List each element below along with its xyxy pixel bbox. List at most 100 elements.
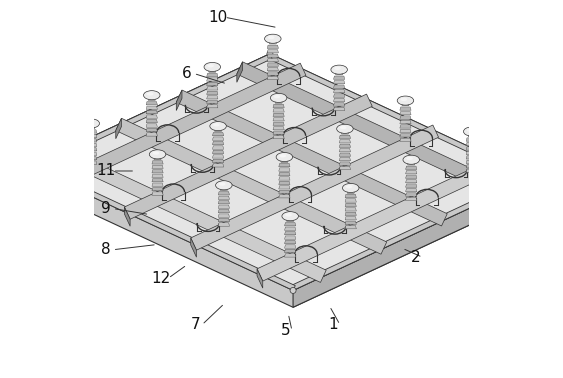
Polygon shape [207,87,218,90]
Polygon shape [400,129,411,133]
Ellipse shape [147,92,153,96]
Ellipse shape [403,155,419,164]
Polygon shape [284,249,296,253]
Polygon shape [55,147,326,282]
Polygon shape [146,115,158,118]
Ellipse shape [279,154,286,158]
Polygon shape [468,132,476,137]
Polygon shape [333,81,345,84]
Text: 7: 7 [190,317,200,332]
Text: 8: 8 [101,242,111,257]
Polygon shape [267,76,279,80]
Polygon shape [58,63,306,188]
Polygon shape [86,143,97,147]
Ellipse shape [216,181,232,190]
Ellipse shape [276,152,293,161]
Polygon shape [400,134,411,137]
Polygon shape [401,101,409,106]
Polygon shape [279,190,290,194]
Polygon shape [335,70,343,75]
Ellipse shape [204,62,221,71]
Polygon shape [28,54,272,172]
Polygon shape [191,238,196,257]
Polygon shape [293,178,535,307]
Polygon shape [124,94,372,219]
Polygon shape [273,118,284,121]
Polygon shape [284,231,296,235]
Polygon shape [284,254,296,257]
Polygon shape [218,218,230,222]
Polygon shape [86,156,97,160]
Polygon shape [284,227,296,230]
Ellipse shape [400,98,407,101]
Polygon shape [339,144,351,147]
Polygon shape [176,90,182,110]
Polygon shape [466,156,477,159]
Polygon shape [146,102,158,105]
Ellipse shape [340,126,347,129]
Polygon shape [339,166,351,170]
Text: 11: 11 [96,164,115,178]
Polygon shape [339,149,351,152]
Polygon shape [154,155,162,160]
Polygon shape [207,73,218,77]
Polygon shape [400,107,411,110]
Polygon shape [273,135,284,139]
Polygon shape [146,128,158,132]
Polygon shape [152,192,163,195]
Polygon shape [345,212,356,215]
Ellipse shape [406,157,413,160]
Polygon shape [400,116,411,119]
Text: 5: 5 [280,323,290,338]
Polygon shape [279,181,290,184]
Polygon shape [405,175,417,178]
Ellipse shape [144,91,160,100]
Ellipse shape [265,34,281,43]
Polygon shape [208,68,216,72]
Polygon shape [333,85,345,88]
Polygon shape [400,138,411,141]
Text: 6: 6 [182,66,192,81]
Ellipse shape [274,95,280,98]
Polygon shape [152,165,163,169]
Polygon shape [146,124,158,127]
Polygon shape [284,245,296,248]
Polygon shape [152,174,163,177]
Polygon shape [218,196,230,200]
Polygon shape [267,67,279,71]
Polygon shape [339,139,351,143]
Ellipse shape [207,64,214,67]
Polygon shape [269,39,277,44]
Polygon shape [345,226,356,229]
Polygon shape [405,193,417,196]
Polygon shape [218,214,230,217]
Polygon shape [345,199,356,202]
Polygon shape [279,163,290,167]
Polygon shape [405,197,417,201]
Polygon shape [405,184,417,187]
Ellipse shape [268,36,275,39]
Polygon shape [400,125,411,128]
Polygon shape [207,82,218,85]
Polygon shape [273,104,284,108]
Polygon shape [58,176,64,195]
Polygon shape [345,221,356,225]
Ellipse shape [153,152,159,155]
Polygon shape [212,155,224,158]
Ellipse shape [463,127,480,136]
Polygon shape [152,183,163,186]
Polygon shape [273,131,284,134]
Polygon shape [345,194,356,198]
Polygon shape [146,133,158,136]
Polygon shape [339,135,351,138]
Polygon shape [212,137,224,140]
Ellipse shape [210,122,226,131]
Ellipse shape [331,65,347,74]
Polygon shape [212,146,224,149]
Ellipse shape [219,182,226,186]
Circle shape [267,51,273,57]
Ellipse shape [86,121,93,124]
Polygon shape [212,150,224,153]
Ellipse shape [282,212,298,221]
Polygon shape [237,62,243,82]
